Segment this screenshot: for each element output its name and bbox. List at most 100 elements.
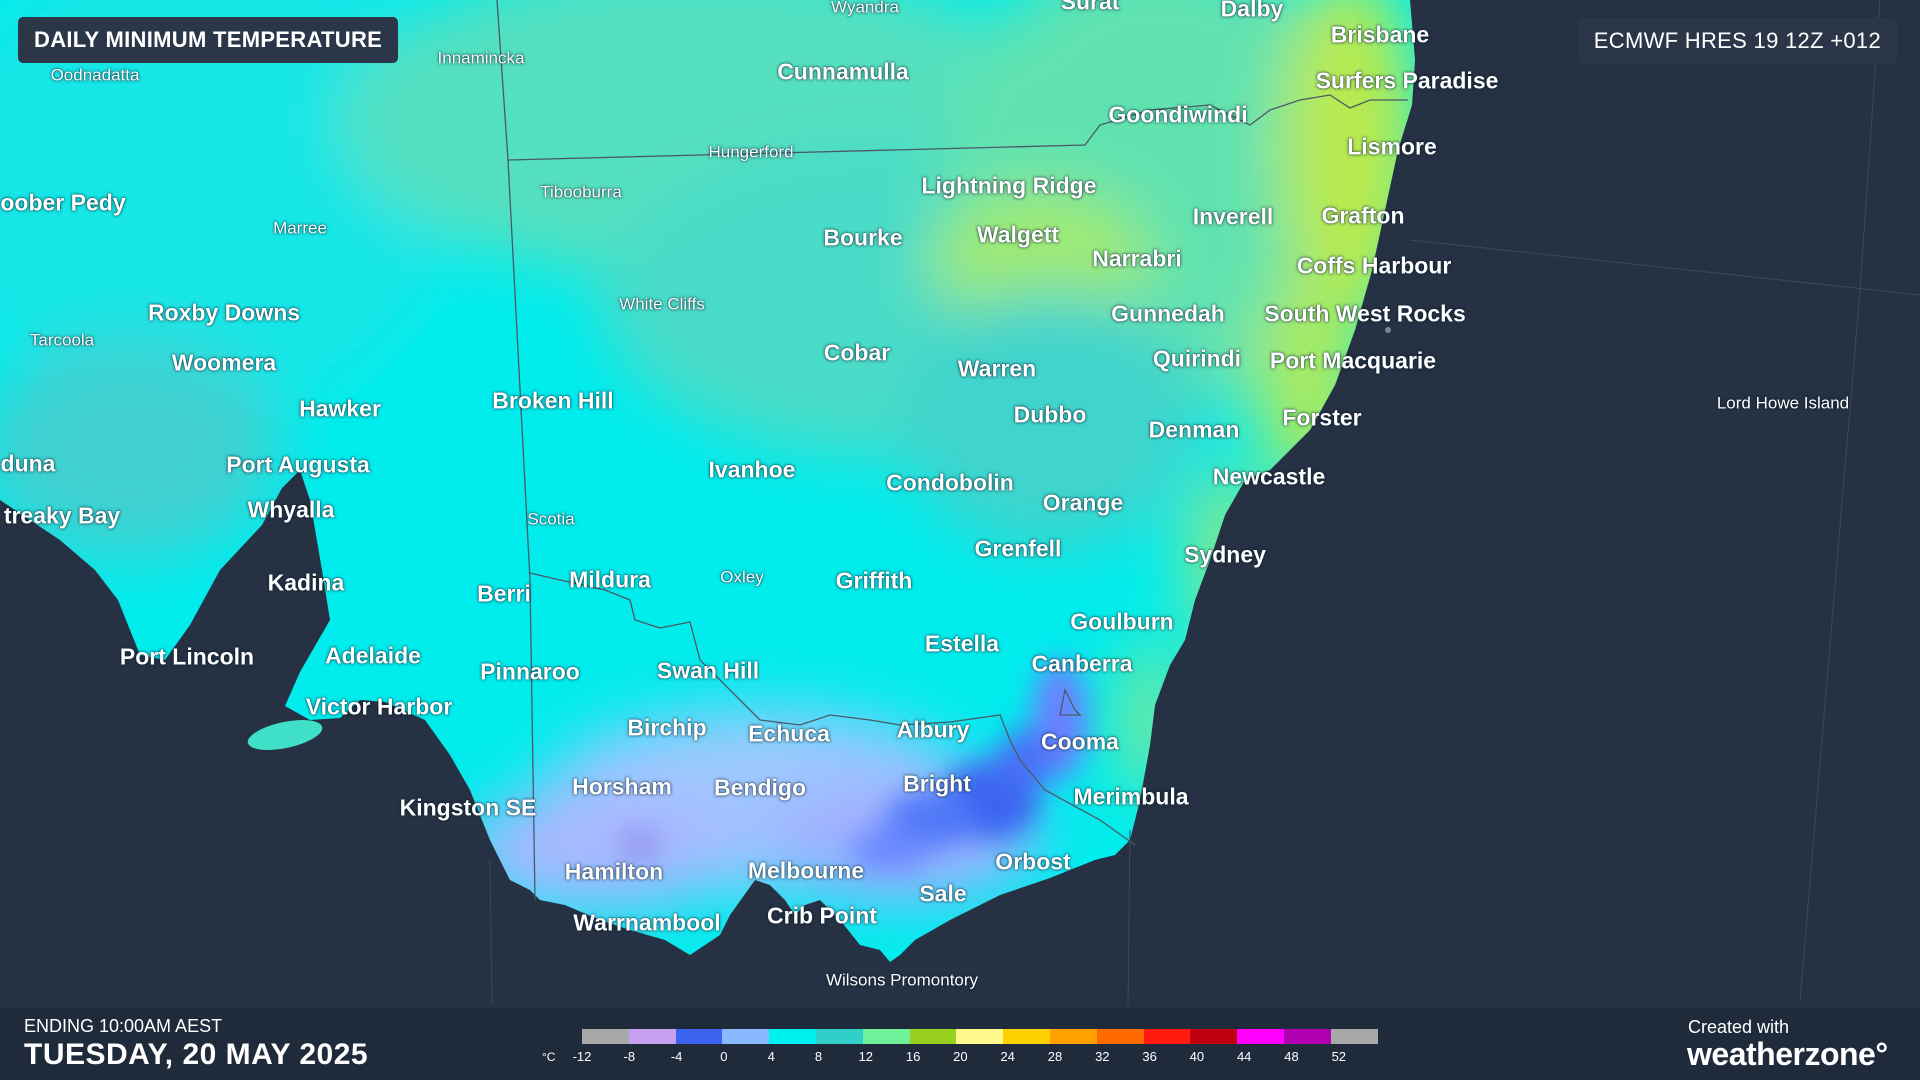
- place-label: Sydney: [1184, 541, 1266, 568]
- place-label: treaky Bay: [3, 502, 121, 529]
- valid-date-text: TUESDAY, 20 MAY 2025: [24, 1038, 369, 1071]
- place-label: Bendigo: [714, 774, 806, 801]
- place-label: Walgett: [976, 221, 1060, 248]
- place-label: Kingston SE: [399, 794, 537, 821]
- color-legend: [582, 1029, 1378, 1044]
- legend-tick-label: 24: [1000, 1049, 1015, 1064]
- place-label: Quirindi: [1152, 345, 1242, 372]
- place-label: Orange: [1042, 489, 1124, 516]
- place-label: Berri: [477, 580, 531, 607]
- legend-tick-label: 52: [1331, 1049, 1347, 1064]
- legend-tick-label: 48: [1284, 1049, 1299, 1064]
- place-label: oober Pedy: [0, 189, 126, 216]
- model-run-badge: ECMWF HRES 19 12Z +012: [1577, 18, 1897, 64]
- place-label: Bourke: [823, 224, 903, 251]
- place-label: Wilsons Promontory: [825, 970, 979, 990]
- legend-swatch: [909, 1029, 957, 1044]
- place-label: Condobolin: [886, 469, 1014, 496]
- place-label: Goondiwindi: [1108, 101, 1248, 128]
- place-label: Orbost: [995, 848, 1071, 875]
- place-label: Brisbane: [1330, 21, 1430, 48]
- place-label: Denman: [1148, 416, 1240, 443]
- created-with-text: Created with: [1688, 1017, 1790, 1037]
- place-label: Pinnaroo: [480, 658, 580, 685]
- legend-swatch: [1049, 1029, 1097, 1044]
- place-label: Kadina: [267, 569, 345, 596]
- place-label: Griffith: [835, 567, 913, 594]
- place-label: Hamilton: [564, 858, 664, 885]
- legend-swatch: [1003, 1029, 1050, 1044]
- weatherzone-logo[interactable]: weatherzone°: [1687, 1036, 1888, 1072]
- place-label: Hawker: [299, 395, 381, 422]
- place-label: Birchip: [627, 714, 707, 741]
- place-label: Cunnamulla: [777, 58, 909, 85]
- valid-ending-text: ENDING 10:00AM AEST: [24, 1016, 223, 1036]
- legend-tick-label: 40: [1189, 1049, 1205, 1064]
- place-label: Adelaide: [325, 642, 421, 669]
- place-label: Albury: [896, 716, 970, 743]
- place-label: Forster: [1282, 404, 1362, 431]
- legend-swatch: [956, 1029, 1004, 1044]
- place-label: Surfers Paradise: [1315, 67, 1499, 94]
- legend-tick-label: -4: [670, 1049, 683, 1064]
- place-label: Horsham: [572, 773, 672, 800]
- place-label: Gunnedah: [1111, 300, 1225, 327]
- place-label: Oodnadatta: [50, 65, 140, 85]
- graticule: [489, 0, 1920, 1006]
- place-label: Estella: [924, 630, 1000, 657]
- place-label: Woomera: [171, 349, 277, 376]
- map-title: DAILY MINIMUM TEMPERATURE: [18, 17, 399, 63]
- legend-swatch: [769, 1029, 816, 1044]
- place-label: Port Macquarie: [1269, 347, 1437, 374]
- place-label: Coffs Harbour: [1296, 252, 1452, 279]
- place-label: Mildura: [569, 566, 651, 593]
- place-label: Tarcoola: [29, 330, 95, 350]
- legend-tick-label: 4: [767, 1049, 775, 1064]
- place-label: Scotia: [527, 509, 575, 529]
- legend-swatch: [1330, 1029, 1378, 1044]
- legend-tick-label: 32: [1095, 1049, 1110, 1064]
- place-label: Victor Harbor: [305, 693, 453, 720]
- place-label: Port Lincoln: [119, 643, 255, 670]
- place-label: Tibooburra: [540, 182, 622, 202]
- legend-tick-label: 20: [953, 1049, 968, 1064]
- place-label: Bright: [903, 770, 971, 797]
- legend-tick-label: 16: [905, 1049, 921, 1064]
- place-label: Whyalla: [247, 496, 335, 523]
- place-label: Grenfell: [974, 535, 1062, 562]
- place-label: Inverell: [1192, 203, 1274, 230]
- place-label: Narrabri: [1092, 245, 1182, 272]
- legend-unit: °C: [542, 1050, 556, 1064]
- legend-tick-label: 12: [858, 1049, 874, 1064]
- place-label: Cooma: [1041, 728, 1119, 755]
- place-label: Wyandra: [831, 0, 899, 17]
- legend-tick-label: 28: [1047, 1049, 1063, 1064]
- place-label: Dubbo: [1013, 401, 1087, 428]
- place-label: Port Augusta: [226, 451, 370, 478]
- footer-bar: [0, 1008, 1920, 1080]
- place-label: Innamincka: [437, 48, 525, 68]
- legend-swatch: [862, 1029, 910, 1044]
- place-label: South West Rocks: [1264, 300, 1466, 327]
- legend-swatch: [675, 1029, 723, 1044]
- place-label: Canberra: [1031, 650, 1133, 677]
- legend-swatch: [722, 1029, 770, 1044]
- place-label: Grafton: [1321, 202, 1405, 229]
- place-label: duna: [0, 450, 56, 477]
- place-label: Warren: [957, 355, 1037, 382]
- legend-swatch: [1143, 1029, 1191, 1044]
- place-label: Cobar: [823, 339, 891, 366]
- place-label: Surat: [1060, 0, 1120, 15]
- place-label: Crib Point: [767, 902, 877, 929]
- place-label: Oxley: [720, 567, 764, 587]
- place-label: Lord Howe Island: [1716, 393, 1850, 413]
- place-label: Goulburn: [1070, 608, 1174, 635]
- place-label: Ivanhoe: [708, 456, 796, 483]
- place-label: Merimbula: [1073, 783, 1189, 810]
- legend-swatch: [582, 1029, 629, 1044]
- land-temperature-field: [0, 0, 1415, 962]
- legend-swatch: [1190, 1029, 1238, 1044]
- place-label: Echuca: [748, 720, 830, 747]
